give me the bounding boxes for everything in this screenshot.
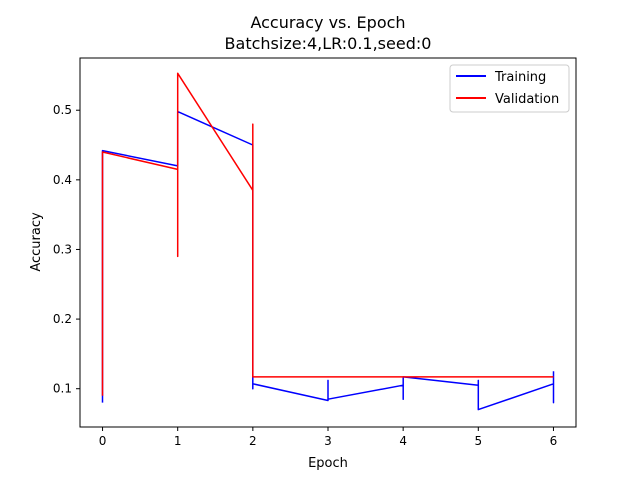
x-tick-label: 1 [174, 434, 182, 448]
chart-subtitle: Batchsize:4,LR:0.1,seed:0 [225, 34, 432, 53]
y-tick-label: 0.4 [53, 173, 72, 187]
legend-label-validation: Validation [495, 92, 559, 107]
y-tick-label: 0.3 [53, 242, 72, 256]
chart-title: Accuracy vs. Epoch [250, 13, 405, 32]
x-tick-label: 5 [474, 434, 482, 448]
x-tick-label: 6 [550, 434, 558, 448]
x-tick-label: 2 [249, 434, 257, 448]
x-tick-label: 4 [399, 434, 407, 448]
y-tick-label: 0.5 [53, 103, 72, 117]
y-axis-label: Accuracy [29, 212, 44, 272]
ticks-layer: 0 1 2 3 4 5 6 0.1 0.2 0.3 0.4 0.5 [53, 103, 557, 448]
legend: Training Validation [449, 64, 570, 113]
x-tick-label: 0 [99, 434, 107, 448]
legend-label-training: Training [494, 70, 546, 85]
y-tick-label: 0.2 [53, 312, 72, 326]
plot-frame [79, 57, 577, 428]
y-tick-label: 0.1 [53, 382, 72, 396]
series-layer [101, 72, 555, 411]
x-axis-label: Epoch [308, 456, 348, 471]
series-line-training [101, 110, 555, 411]
x-tick-label: 3 [324, 434, 332, 448]
series-line-validation [101, 72, 554, 396]
